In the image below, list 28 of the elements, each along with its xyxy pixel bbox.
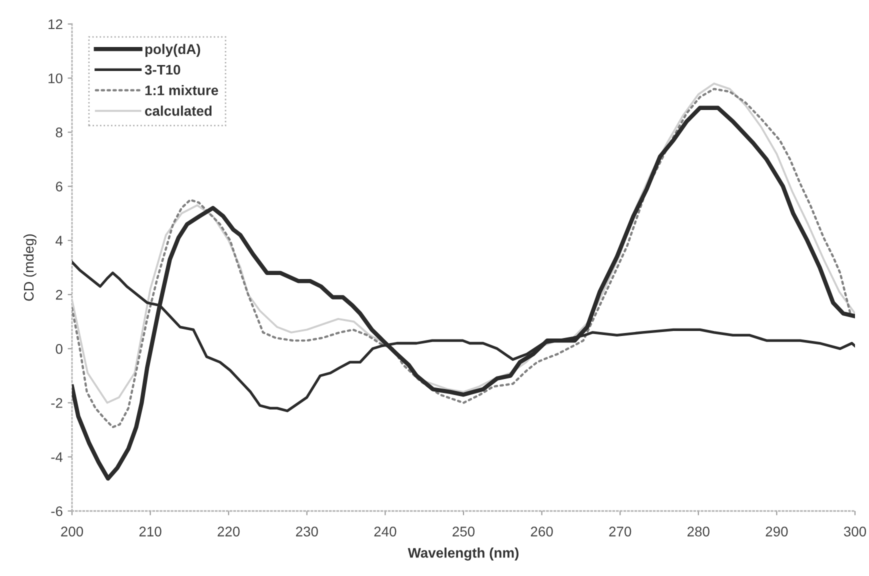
x-tick-label: 290 (766, 526, 788, 536)
y-axis-title: CD (mdeg) (23, 234, 36, 301)
x-tick-label: 210 (139, 526, 162, 536)
y-tick-label: -2 (51, 398, 62, 408)
legend-label: calculated (145, 106, 212, 116)
x-tick-label: 270 (609, 526, 632, 536)
legend-label: 3-T10 (144, 64, 180, 75)
x-tick-label: 200 (61, 526, 84, 536)
y-tick-label: 8 (56, 128, 62, 138)
y-tick-label: 4 (56, 236, 63, 246)
legend-label: 1:1 mixture (145, 85, 218, 96)
y-tick-label: -4 (51, 452, 63, 462)
x-tick-label: 250 (452, 526, 475, 536)
y-tick-label: -6 (51, 506, 62, 516)
x-tick-label: 220 (218, 526, 240, 536)
y-tick-label: 10 (48, 73, 62, 84)
y-tick-label: 0 (56, 344, 62, 354)
x-tick-label: 230 (296, 526, 318, 536)
y-tick-label: 12 (48, 19, 62, 30)
y-tick-label: 6 (56, 182, 62, 192)
x-tick-label: 300 (844, 526, 866, 536)
x-tick-label: 280 (688, 526, 710, 536)
x-tick-label: 240 (374, 526, 396, 536)
legend-label: poly(dA) (145, 44, 200, 57)
y-tick-label: 2 (56, 290, 62, 300)
x-tick-label: 260 (530, 526, 553, 536)
x-axis-title: Wavelength (nm) (408, 548, 518, 561)
line-series (72, 106, 855, 481)
